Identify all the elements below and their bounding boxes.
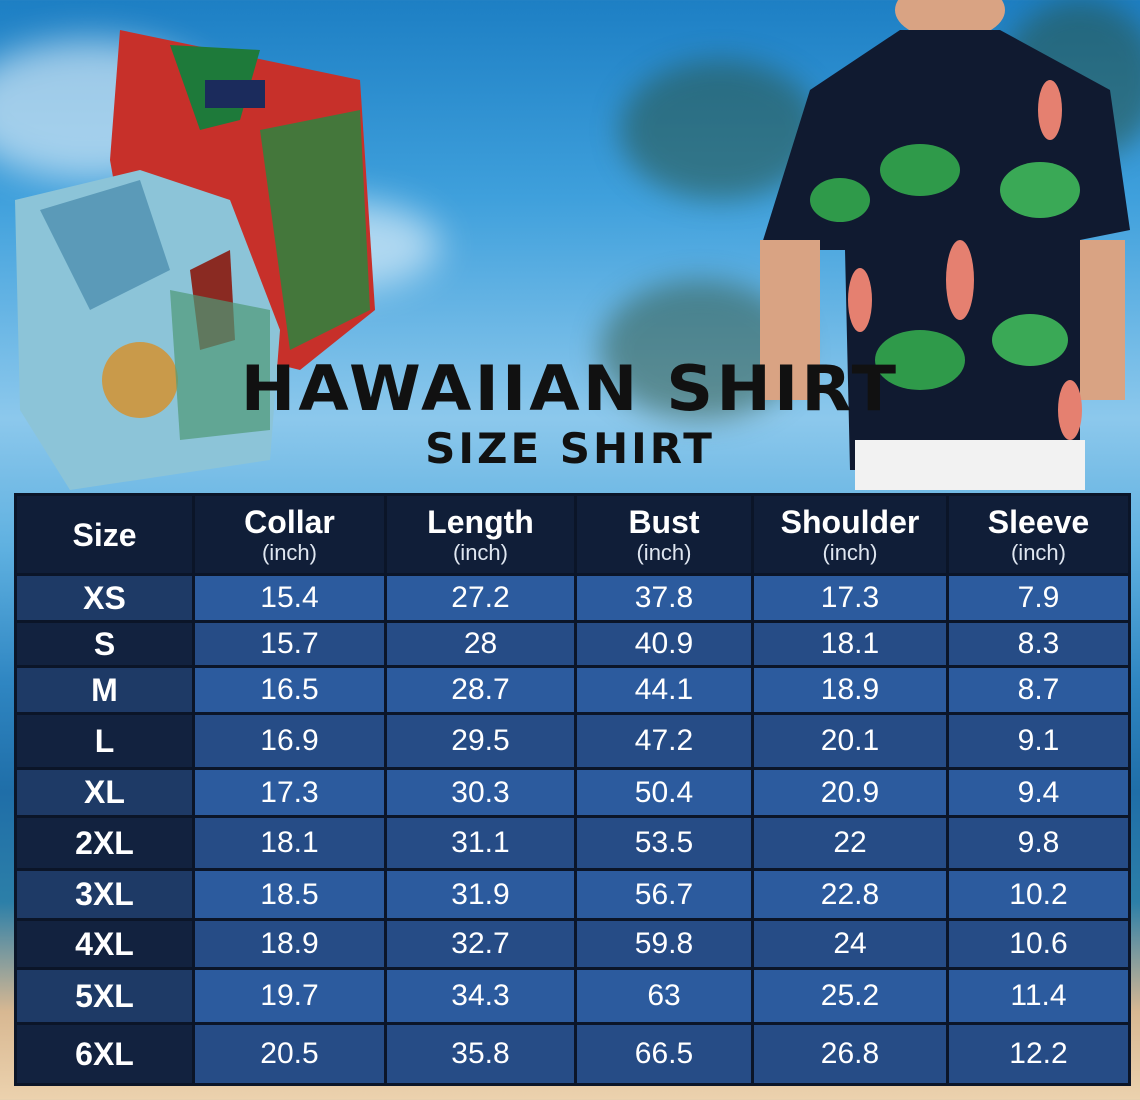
measurement-cell: 22 bbox=[751, 815, 949, 871]
column-header-bust: Bust (inch) bbox=[574, 493, 754, 576]
measurement-cell: 40.9 bbox=[574, 620, 754, 668]
column-header-unit: (inch) bbox=[1010, 539, 1066, 565]
measurement-cell: 15.7 bbox=[192, 620, 387, 668]
table-row: XL 17.3 30.3 50.4 20.9 9.4 bbox=[14, 767, 1131, 818]
measurement-cell: 10.2 bbox=[946, 868, 1131, 921]
measurement-cell: 18.1 bbox=[751, 620, 949, 668]
table-row: 4XL 18.9 32.7 59.8 24 10.6 bbox=[14, 918, 1131, 970]
measurement-cell: 27.2 bbox=[384, 573, 577, 623]
measurement-cell: 17.3 bbox=[751, 573, 949, 623]
measurement-cell: 9.1 bbox=[946, 712, 1131, 770]
measurement-cell: 18.5 bbox=[192, 868, 387, 921]
size-label: M bbox=[14, 665, 195, 715]
measurement-cell: 20.1 bbox=[751, 712, 949, 770]
column-header-shoulder: Shoulder (inch) bbox=[751, 493, 949, 576]
measurement-cell: 50.4 bbox=[574, 767, 754, 818]
page-subtitle: SIZE SHIRT bbox=[425, 424, 715, 473]
measurement-cell: 16.9 bbox=[192, 712, 387, 770]
column-header-size: Size bbox=[14, 493, 195, 576]
column-header-unit: (inch) bbox=[636, 539, 692, 565]
column-header-length: Length (inch) bbox=[384, 493, 577, 576]
measurement-cell: 31.9 bbox=[384, 868, 577, 921]
measurement-cell: 22.8 bbox=[751, 868, 949, 921]
column-header-label: Length bbox=[427, 503, 534, 540]
column-header-label: Sleeve bbox=[987, 503, 1090, 540]
table-row: 5XL 19.7 34.3 63 25.2 11.4 bbox=[14, 967, 1131, 1025]
measurement-cell: 30.3 bbox=[384, 767, 577, 818]
size-label: 2XL bbox=[14, 815, 195, 871]
size-label: 3XL bbox=[14, 868, 195, 921]
size-label: L bbox=[14, 712, 195, 770]
model-shirt-image bbox=[760, 0, 1130, 490]
measurement-cell: 9.4 bbox=[946, 767, 1131, 818]
measurement-cell: 8.3 bbox=[946, 620, 1131, 668]
table-header-row: Size Collar (inch) Length (inch) Bust (inch) Sh… bbox=[14, 493, 1131, 576]
measurement-cell: 31.1 bbox=[384, 815, 577, 871]
measurement-cell: 24 bbox=[751, 918, 949, 970]
measurement-cell: 19.7 bbox=[192, 967, 387, 1025]
measurement-cell: 11.4 bbox=[946, 967, 1131, 1025]
measurement-cell: 26.8 bbox=[751, 1022, 949, 1086]
column-header-sleeve: Sleeve (inch) bbox=[946, 493, 1131, 576]
measurement-cell: 20.5 bbox=[192, 1022, 387, 1086]
measurement-cell: 7.9 bbox=[946, 573, 1131, 623]
column-header-label: Bust bbox=[628, 503, 700, 540]
measurement-cell: 15.4 bbox=[192, 573, 387, 623]
measurement-cell: 56.7 bbox=[574, 868, 754, 921]
size-label: XS bbox=[14, 573, 195, 623]
table-row: S 15.7 28 40.9 18.1 8.3 bbox=[14, 620, 1131, 668]
measurement-cell: 28.7 bbox=[384, 665, 577, 715]
measurement-cell: 18.9 bbox=[192, 918, 387, 970]
column-header-label: Collar bbox=[244, 503, 335, 540]
measurement-cell: 10.6 bbox=[946, 918, 1131, 970]
size-label: 5XL bbox=[14, 967, 195, 1025]
size-label: S bbox=[14, 620, 195, 668]
table-row: 3XL 18.5 31.9 56.7 22.8 10.2 bbox=[14, 868, 1131, 921]
measurement-cell: 63 bbox=[574, 967, 754, 1025]
page-title: HAWAIIAN SHIRT bbox=[240, 352, 900, 425]
measurement-cell: 20.9 bbox=[751, 767, 949, 818]
table-row: 2XL 18.1 31.1 53.5 22 9.8 bbox=[14, 815, 1131, 871]
measurement-cell: 12.2 bbox=[946, 1022, 1131, 1086]
measurement-cell: 8.7 bbox=[946, 665, 1131, 715]
measurement-cell: 35.8 bbox=[384, 1022, 577, 1086]
column-header-unit: (inch) bbox=[452, 539, 508, 565]
table-row: 6XL 20.5 35.8 66.5 26.8 12.2 bbox=[14, 1022, 1131, 1086]
column-header-label: Shoulder bbox=[780, 503, 920, 540]
measurement-cell: 53.5 bbox=[574, 815, 754, 871]
measurement-cell: 18.9 bbox=[751, 665, 949, 715]
size-label: XL bbox=[14, 767, 195, 818]
measurement-cell: 9.8 bbox=[946, 815, 1131, 871]
measurement-cell: 16.5 bbox=[192, 665, 387, 715]
folded-shirts-image bbox=[15, 30, 375, 490]
measurement-cell: 47.2 bbox=[574, 712, 754, 770]
measurement-cell: 18.1 bbox=[192, 815, 387, 871]
table-row: M 16.5 28.7 44.1 18.9 8.7 bbox=[14, 665, 1131, 715]
table-row: XS 15.4 27.2 37.8 17.3 7.9 bbox=[14, 573, 1131, 623]
measurement-cell: 34.3 bbox=[384, 967, 577, 1025]
column-header-unit: (inch) bbox=[822, 539, 878, 565]
column-header-label: Size bbox=[72, 516, 137, 553]
measurement-cell: 29.5 bbox=[384, 712, 577, 770]
measurement-cell: 44.1 bbox=[574, 665, 754, 715]
measurement-cell: 32.7 bbox=[384, 918, 577, 970]
size-label: 6XL bbox=[14, 1022, 195, 1086]
column-header-collar: Collar (inch) bbox=[192, 493, 387, 576]
table-row: L 16.9 29.5 47.2 20.1 9.1 bbox=[14, 712, 1131, 770]
measurement-cell: 37.8 bbox=[574, 573, 754, 623]
measurement-cell: 66.5 bbox=[574, 1022, 754, 1086]
measurement-cell: 17.3 bbox=[192, 767, 387, 818]
size-chart-table: Size Collar (inch) Length (inch) Bust (inch) Sh… bbox=[14, 493, 1131, 1086]
column-header-unit: (inch) bbox=[261, 539, 317, 565]
measurement-cell: 25.2 bbox=[751, 967, 949, 1025]
size-label: 4XL bbox=[14, 918, 195, 970]
measurement-cell: 28 bbox=[384, 620, 577, 668]
measurement-cell: 59.8 bbox=[574, 918, 754, 970]
